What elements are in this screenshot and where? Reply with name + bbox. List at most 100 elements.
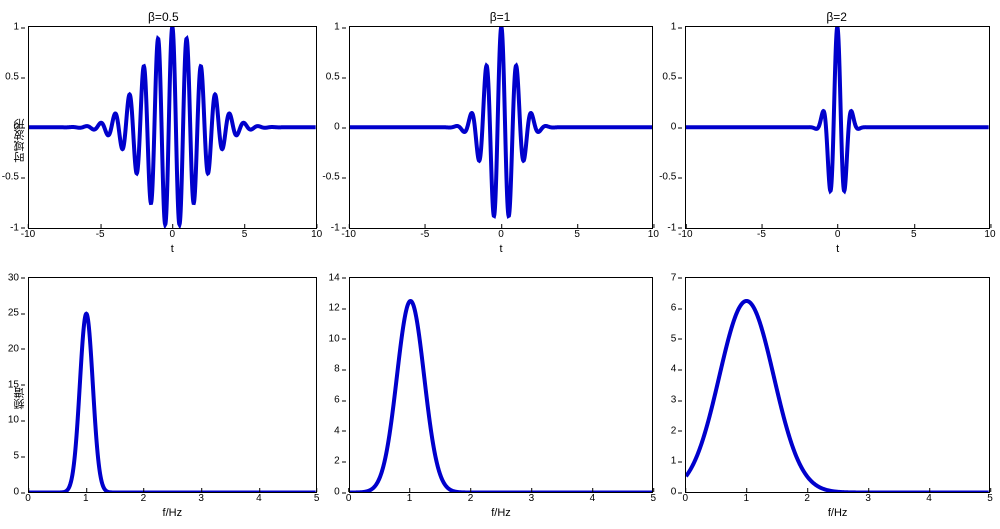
ytick-label: -0.5 bbox=[659, 172, 676, 183]
axes: -1-0.500.51 bbox=[349, 26, 654, 229]
panel-beta-0-5-freq: 频谱 051015202530 012345 f/Hz bbox=[10, 275, 317, 520]
line-plot bbox=[350, 278, 653, 493]
xlabel: t bbox=[685, 243, 990, 255]
xtick-label: 10 bbox=[648, 229, 659, 240]
xlabel: t bbox=[349, 243, 654, 255]
xtick-label: -5 bbox=[96, 229, 105, 240]
ytick-label: -1 bbox=[331, 222, 340, 233]
ytick-label: 2 bbox=[334, 456, 340, 467]
axes: -1-0.500.51 bbox=[28, 26, 317, 229]
ytick-label: 0 bbox=[671, 487, 677, 498]
ytick-label: 1 bbox=[671, 22, 677, 33]
xtick-label: 0 bbox=[25, 493, 31, 504]
axes: -1-0.500.51 bbox=[685, 26, 990, 229]
xlabel: f/Hz bbox=[685, 507, 990, 519]
xtick-label: 1 bbox=[743, 493, 749, 504]
axes: 051015202530 bbox=[28, 277, 317, 494]
xticks: -10-50510 bbox=[28, 229, 317, 243]
line-plot bbox=[29, 278, 316, 493]
ytick-label: 5 bbox=[671, 333, 677, 344]
ylabel: 时域波形 bbox=[10, 26, 28, 255]
xtick-label: 5 bbox=[651, 493, 657, 504]
xtick-label: 10 bbox=[311, 229, 322, 240]
xtick-label: -10 bbox=[341, 229, 355, 240]
ytick-label: 1 bbox=[671, 456, 677, 467]
panel-beta-2-freq: 01234567 0 1 2 3 4 5 f/Hz bbox=[683, 275, 990, 520]
ytick-label: 1 bbox=[13, 22, 19, 33]
xtick-label: 5 bbox=[574, 229, 580, 240]
xticks: -10-50510 bbox=[685, 229, 990, 243]
xtick-label: 5 bbox=[314, 493, 320, 504]
ytick-label: 15 bbox=[8, 379, 19, 390]
xtick-label: 3 bbox=[865, 493, 871, 504]
xtick-label: 0 bbox=[835, 229, 841, 240]
ytick-label: 25 bbox=[8, 308, 19, 319]
xtick-label: -10 bbox=[21, 229, 35, 240]
ytick-label: 6 bbox=[334, 395, 340, 406]
ytick-label: 7 bbox=[671, 272, 677, 283]
xtick-label: 1 bbox=[407, 493, 413, 504]
xtick-label: 4 bbox=[256, 493, 262, 504]
ytick-label: 12 bbox=[329, 303, 340, 314]
xticks: -10-50510 bbox=[349, 229, 654, 243]
subplot-grid: β=0.5 时域波形 -1-0.500.51 -10-50510 t β=1 -… bbox=[10, 10, 990, 519]
xtick-label: 10 bbox=[984, 229, 995, 240]
xtick-label: 1 bbox=[83, 493, 89, 504]
ytick-label: 5 bbox=[13, 451, 19, 462]
ytick-label: 10 bbox=[329, 333, 340, 344]
line-plot bbox=[29, 27, 316, 228]
xlabel: f/Hz bbox=[28, 507, 317, 519]
xtick-label: 5 bbox=[242, 229, 248, 240]
xticks: 012345 bbox=[28, 493, 317, 507]
xtick-label: 3 bbox=[529, 493, 535, 504]
ytick-label: 20 bbox=[8, 343, 19, 354]
ytick-label: 6 bbox=[671, 303, 677, 314]
ytick-label: 0.5 bbox=[326, 72, 340, 83]
ytick-label: 0.5 bbox=[5, 72, 19, 83]
line-plot bbox=[350, 27, 653, 228]
ytick-label: 4 bbox=[671, 364, 677, 375]
panel-title: β=1 bbox=[347, 10, 654, 24]
xtick-label: -10 bbox=[678, 229, 692, 240]
ytick-label: 0 bbox=[671, 122, 677, 133]
ytick-label: 0.5 bbox=[662, 72, 676, 83]
ytick-label: -0.5 bbox=[322, 172, 339, 183]
ytick-label: 1 bbox=[334, 22, 340, 33]
panel-beta-1-freq: 02468101214 0 1 2 3 4 5 f/Hz bbox=[347, 275, 654, 520]
xtick-label: 0 bbox=[170, 229, 176, 240]
xlabel: f/Hz bbox=[349, 507, 654, 519]
panel-beta-0-5-time: β=0.5 时域波形 -1-0.500.51 -10-50510 t bbox=[10, 10, 317, 255]
ytick-label: 8 bbox=[334, 364, 340, 375]
xtick-label: 4 bbox=[590, 493, 596, 504]
axes: 01234567 bbox=[685, 277, 990, 494]
xtick-label: 2 bbox=[804, 493, 810, 504]
ytick-label: 0 bbox=[13, 487, 19, 498]
xticks: 0 1 2 3 4 5 bbox=[685, 493, 990, 507]
ytick-label: 0 bbox=[13, 122, 19, 133]
xtick-label: 5 bbox=[987, 493, 993, 504]
ytick-label: 14 bbox=[329, 272, 340, 283]
xtick-label: 4 bbox=[926, 493, 932, 504]
xlabel: t bbox=[28, 243, 317, 255]
panel-title: β=2 bbox=[683, 10, 990, 24]
xtick-label: 0 bbox=[683, 493, 689, 504]
ytick-label: 30 bbox=[8, 272, 19, 283]
ytick-label: 0 bbox=[334, 122, 340, 133]
xtick-label: 0 bbox=[346, 493, 352, 504]
ytick-label: 2 bbox=[671, 425, 677, 436]
xtick-label: 2 bbox=[141, 493, 147, 504]
xtick-label: 0 bbox=[498, 229, 504, 240]
panel-beta-2-time: β=2 -1-0.500.51 -10-50510 t bbox=[683, 10, 990, 255]
xticks: 0 1 2 3 4 5 bbox=[349, 493, 654, 507]
ytick-label: 4 bbox=[334, 425, 340, 436]
ytick-label: -1 bbox=[10, 222, 19, 233]
xtick-label: 2 bbox=[468, 493, 474, 504]
ytick-label: -1 bbox=[667, 222, 676, 233]
ytick-label: 0 bbox=[334, 487, 340, 498]
ytick-label: 3 bbox=[671, 395, 677, 406]
ytick-label: 10 bbox=[8, 415, 19, 426]
panel-title: β=0.5 bbox=[10, 10, 317, 24]
line-plot bbox=[686, 278, 989, 493]
xtick-label: 5 bbox=[911, 229, 917, 240]
axes: 02468101214 bbox=[349, 277, 654, 494]
